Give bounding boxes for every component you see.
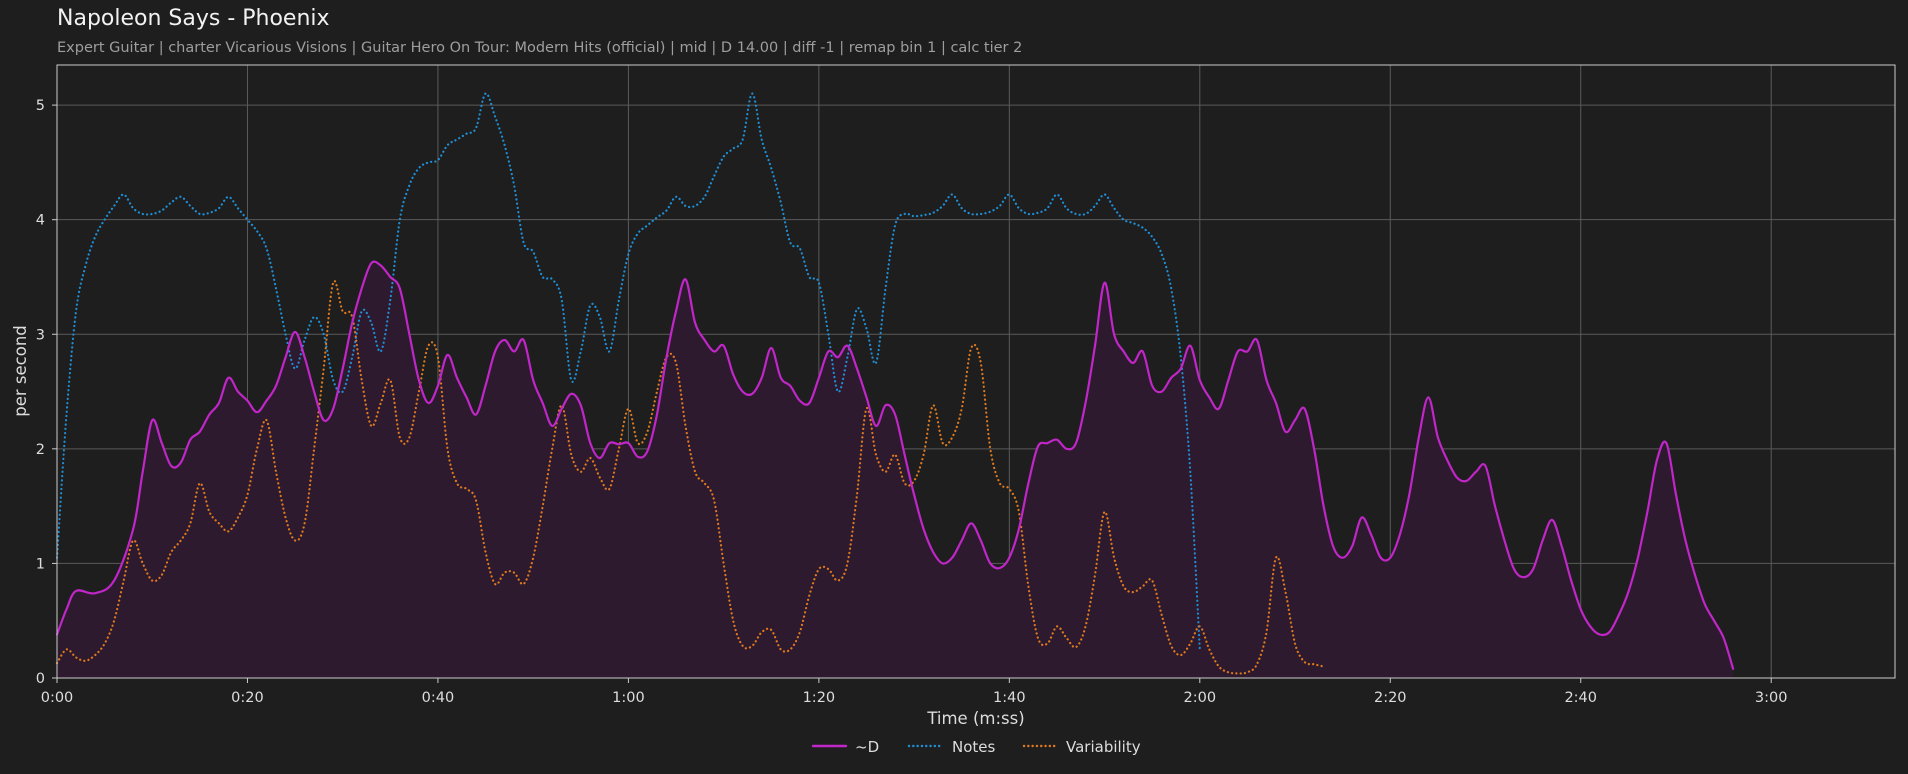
y-axis-label: per second <box>11 325 30 417</box>
x-tick-label: 2:00 <box>1184 690 1217 706</box>
y-tick-label: 1 <box>36 556 45 572</box>
chart-title: Napoleon Says - Phoenix <box>57 6 330 31</box>
legend: ~D Notes Variability <box>811 738 1141 756</box>
x-tick-label: 2:40 <box>1564 690 1597 706</box>
series-layer <box>55 92 1735 678</box>
x-tick-label: 3:00 <box>1755 690 1788 706</box>
series-line-notes <box>55 92 1201 651</box>
legend-item-variability: Variability <box>1022 738 1141 756</box>
legend-label: Notes <box>952 738 996 756</box>
legend-item-d: ~D <box>811 738 879 756</box>
x-tick-label: 1:00 <box>612 690 645 706</box>
series-line-d <box>55 260 1735 670</box>
y-tick-label: 4 <box>36 213 45 229</box>
x-tick-label: 1:20 <box>803 690 836 706</box>
y-tick-label: 2 <box>36 442 45 458</box>
chart-subtitle: Expert Guitar | charter Vicarious Vision… <box>57 40 1023 56</box>
legend-label: Variability <box>1066 738 1141 756</box>
axis-ticks: 0:00 0:20 0:40 1:00 1:20 1:40 2:00 2:20 2:40 3:00… <box>36 98 1788 706</box>
series-line-variability <box>55 279 1325 675</box>
x-tick-label: 0:00 <box>41 690 74 706</box>
x-tick-label: 0:40 <box>422 690 455 706</box>
legend-label: ~D <box>855 738 879 756</box>
series-area-d <box>57 261 1734 678</box>
y-tick-label: 0 <box>36 671 45 687</box>
y-tick-label: 5 <box>36 98 45 114</box>
x-tick-label: 1:40 <box>993 690 1026 706</box>
y-tick-label: 3 <box>36 327 45 343</box>
legend-item-notes: Notes <box>907 738 996 756</box>
x-tick-label: 0:20 <box>231 690 264 706</box>
plot-frame <box>56 64 1896 679</box>
x-tick-label: 2:20 <box>1374 690 1407 706</box>
x-axis-label: Time (m:ss) <box>926 709 1024 728</box>
